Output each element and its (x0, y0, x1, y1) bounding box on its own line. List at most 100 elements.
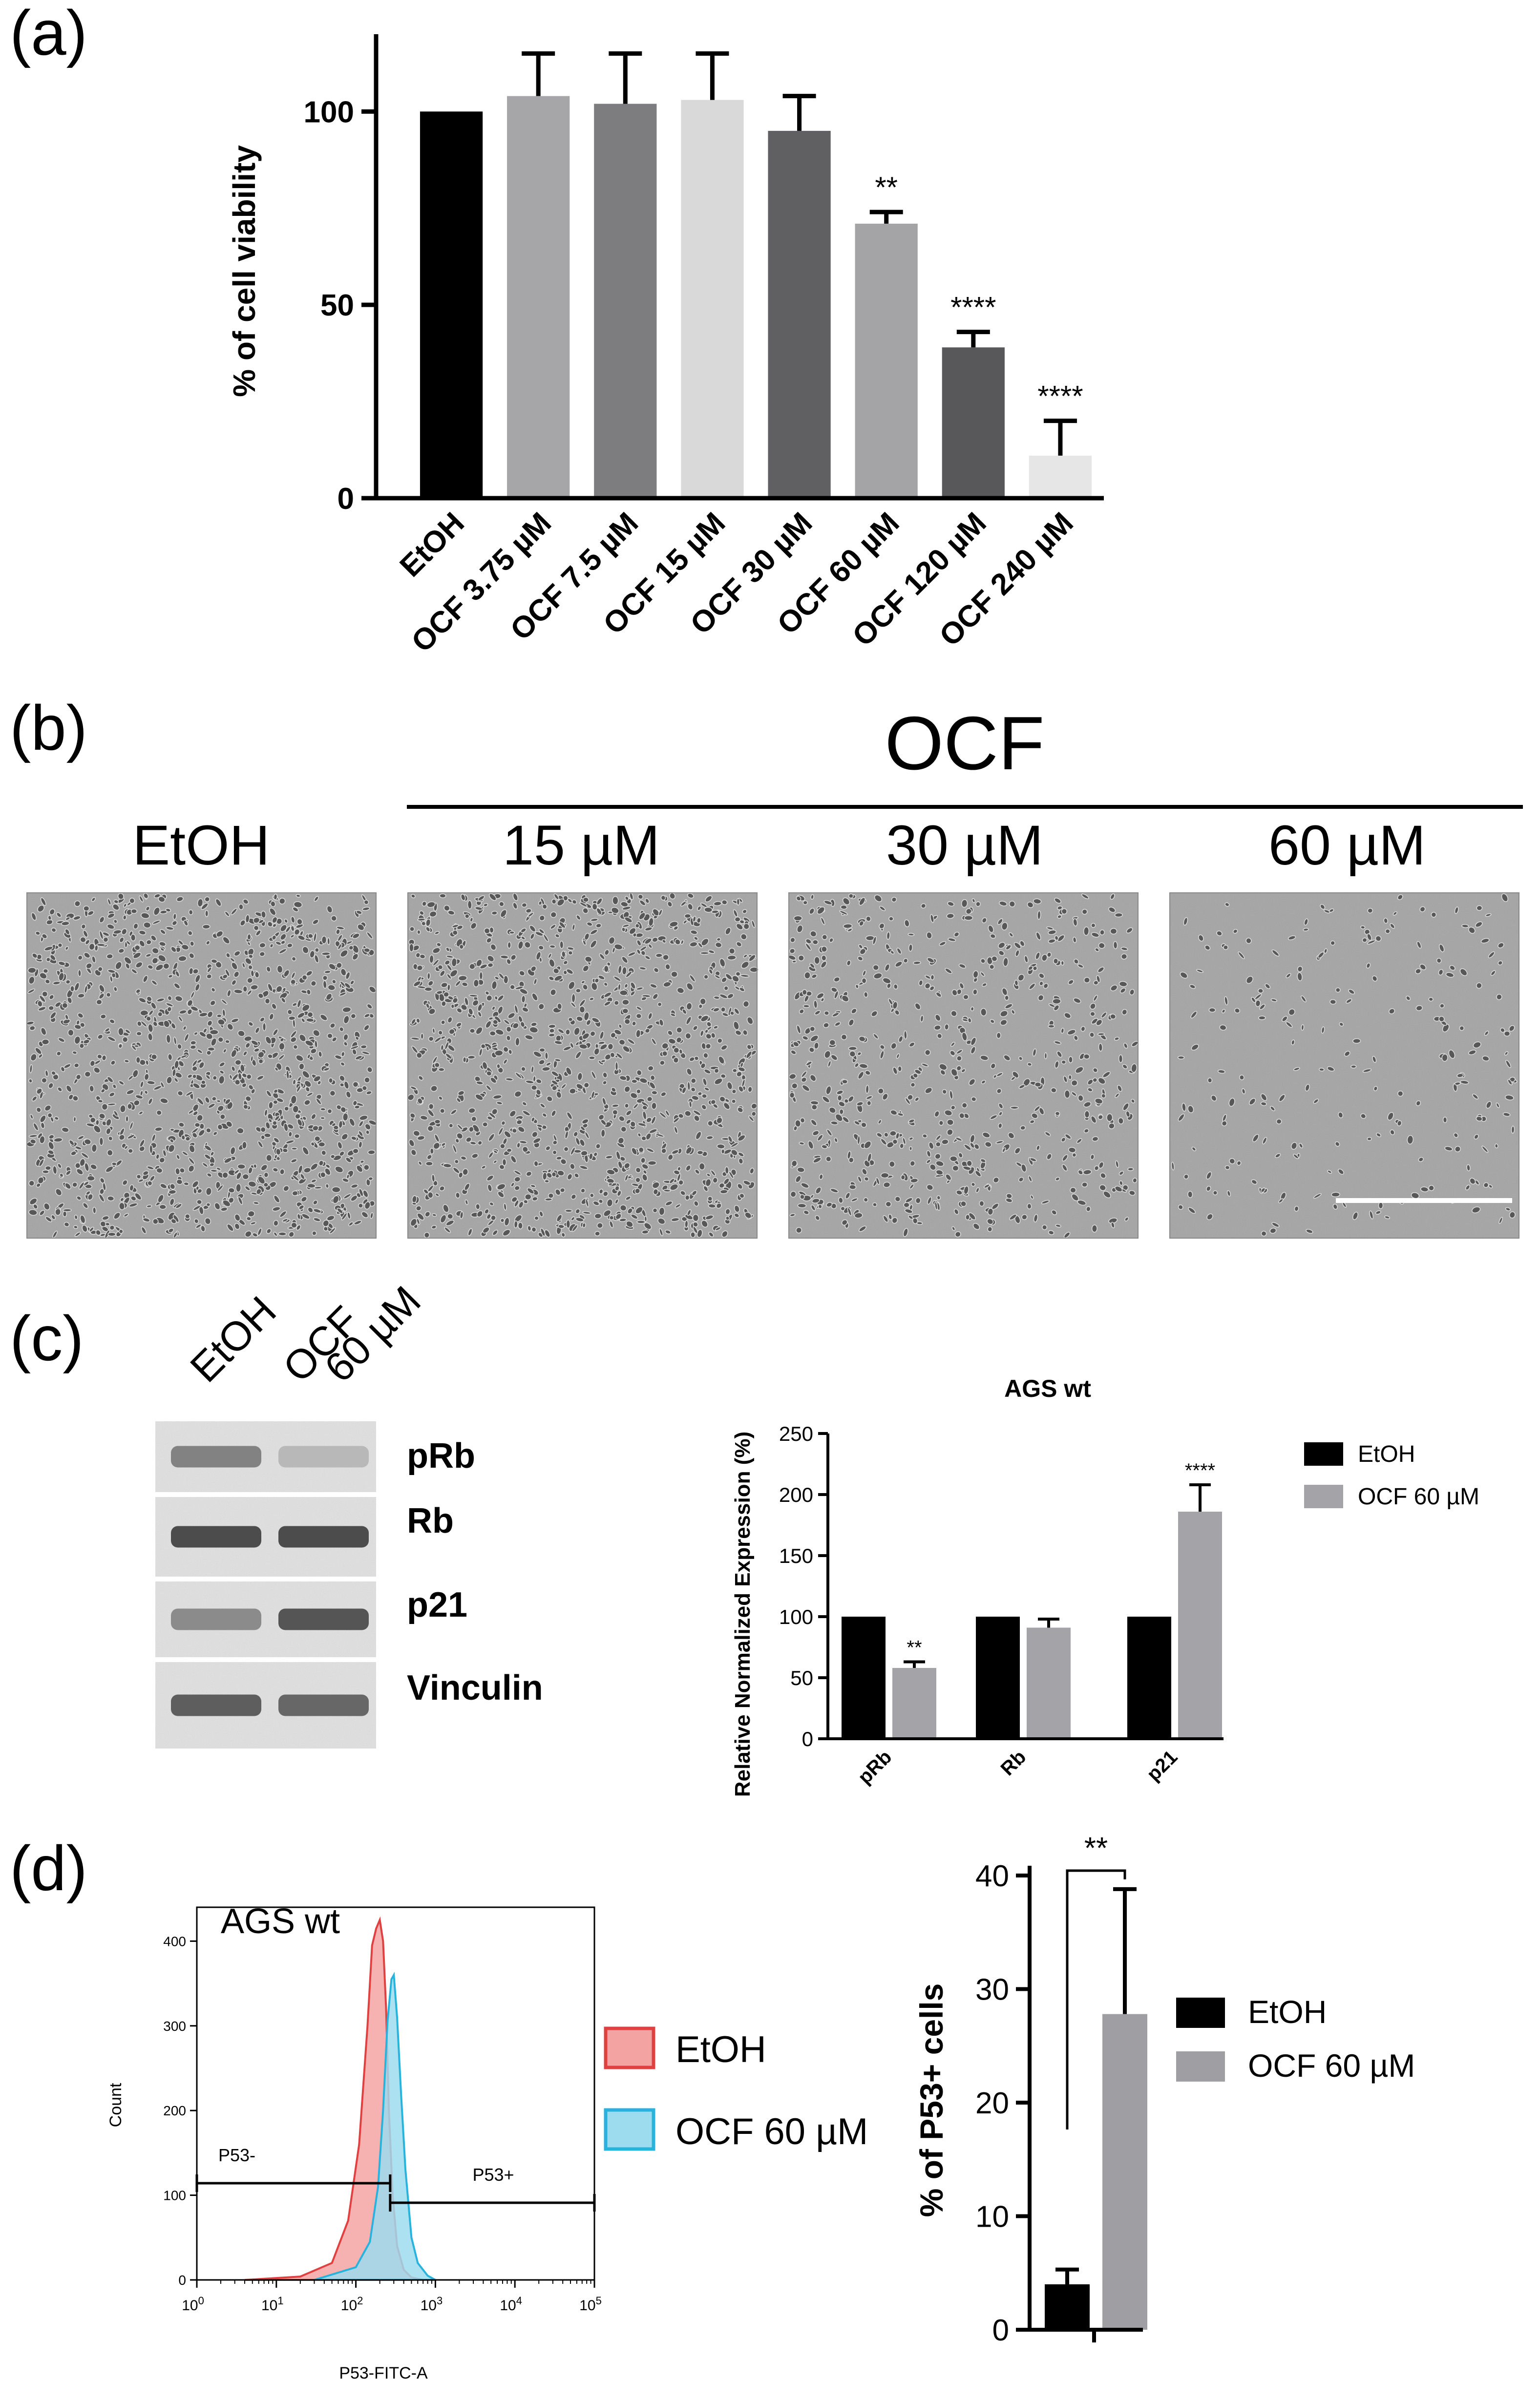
x-tick-rb: Rb (997, 1746, 1031, 1780)
legend-swatch-etoh-hist (604, 2026, 655, 2069)
blot-strip-prb (155, 1421, 376, 1492)
y-tick-label-250: 250 (779, 1422, 813, 1445)
blot-band-lane-1 (171, 1446, 261, 1468)
histogram-y-tick-label-0: 0 (178, 2273, 186, 2288)
p53-y-tick-label-0: 0 (992, 2314, 1009, 2347)
micrograph-border (1169, 892, 1519, 1239)
y-tick-label-0: 0 (802, 1728, 813, 1750)
panel-label-a: (a) (10, 0, 87, 68)
bar-prb-ocf-60-m (892, 1668, 936, 1739)
histogram-x-tick-label-100: 102 (341, 2295, 363, 2314)
bar-p21-ocf-60-m (1178, 1512, 1222, 1739)
legend-label-ocf: OCF 60 µM (1358, 1484, 1479, 1510)
y-tick-label-0: 0 (338, 482, 354, 516)
bar-p21-etoh (1127, 1617, 1171, 1739)
micrograph-texture (1170, 893, 1519, 1238)
panel-label-d: (d) (10, 1833, 87, 1904)
blot-lane-label-etoh: EtOH (181, 1287, 285, 1391)
histogram-y-tick-label-100: 100 (163, 2188, 186, 2203)
blot-band-lane-1 (171, 1526, 261, 1548)
blot-band-lane-1 (171, 1694, 261, 1716)
histogram-x-tick-label-10: 101 (261, 2295, 284, 2314)
blot-band-lane-2 (278, 1446, 369, 1468)
blot-protein-p21: p21 (407, 1585, 467, 1624)
significance-p21: **** (1185, 1460, 1215, 1481)
panel-label-b: (b) (10, 692, 87, 763)
bar-ocf-120-m (942, 347, 1005, 498)
bar-ocf-240-m (1029, 455, 1092, 498)
micrograph-border (788, 892, 1139, 1239)
micrograph-border (407, 892, 758, 1239)
micrograph-30-m (788, 892, 1139, 1239)
bar-ocf-60-m (855, 223, 918, 499)
viability-axes: 0 50 100 (304, 34, 1104, 516)
bar-ocf-3-75-m (507, 96, 570, 498)
y-tick-label-50: 50 (320, 289, 354, 322)
bar-prb-etoh (842, 1617, 886, 1739)
micrograph-cells (26, 893, 377, 1239)
viability-y-axis-label: % of cell viability (227, 145, 262, 397)
micrograph-label-15um: 15 µM (503, 814, 660, 877)
blot-strip-vinculin (155, 1662, 376, 1749)
x-tick-prb: pRb (854, 1746, 896, 1788)
ocf-group-label: OCF (885, 701, 1044, 785)
histogram-x-tick-label-1: 100 (182, 2295, 204, 2314)
legend-label-etoh: EtOH (1358, 1441, 1415, 1467)
bar-ocf-7-5-m (594, 104, 657, 498)
histogram-x-tick-label-100000: 105 (579, 2295, 602, 2314)
y-tick-label-50: 50 (790, 1666, 813, 1689)
micrograph-15-m (407, 892, 759, 1239)
histogram-x-axis-label: P53-FITC-A (339, 2364, 428, 2382)
gate-label-p53: P53+ (472, 2165, 514, 2185)
significance-label: ** (1084, 1832, 1108, 1865)
histogram-x-tick-label-1000: 103 (421, 2295, 443, 2314)
p53-y-tick-label-20: 20 (975, 2087, 1009, 2120)
histogram-legend: EtOH OCF 60 µM (604, 2026, 868, 2152)
legend-swatch-etoh-p53 (1176, 1998, 1225, 2028)
blot-protein-vinculin: Vinculin (407, 1668, 543, 1707)
expression-chart-title: AGS wt (1004, 1375, 1091, 1402)
histogram-y-tick-label-200: 200 (163, 2103, 186, 2118)
legend-label-etoh-p53: EtOH (1248, 1994, 1327, 2030)
y-tick-label-100: 100 (779, 1605, 813, 1628)
viability-significance-labels: ********** (875, 171, 1083, 413)
expression-legend: EtOH OCF 60 µM (1304, 1441, 1479, 1510)
bar-etoh (420, 111, 483, 499)
micrograph-60-m (1169, 892, 1519, 1239)
viability-error-bars (522, 51, 1077, 456)
expression-bar-chart: AGS wt Relative Normalized Expression (%… (731, 1375, 1479, 1797)
gate-label-p53: P53- (218, 2145, 255, 2165)
y-tick-label-100: 100 (304, 95, 354, 129)
significance-ocf-240-m: **** (1037, 380, 1083, 413)
significance-ocf-120-m: **** (950, 291, 996, 324)
p53-y-tick-label-30: 30 (975, 1973, 1009, 2007)
blot-protein-rb: Rb (407, 1501, 454, 1540)
micrograph-cells (407, 892, 759, 1238)
legend-label-ocf-p53: OCF 60 µM (1248, 2047, 1415, 2084)
micrograph-etoh (26, 892, 377, 1239)
micrograph-cells (1171, 893, 1518, 1237)
legend-swatch-ocf-hist (604, 2108, 655, 2151)
micrograph-texture (408, 893, 757, 1238)
bar-rb-ocf-60-m (1027, 1627, 1071, 1739)
x-tick-p21: p21 (1143, 1746, 1182, 1785)
panel-label-c: (c) (10, 1303, 84, 1374)
y-tick-label-150: 150 (779, 1544, 813, 1567)
significance-prb: ** (907, 1637, 922, 1659)
micrograph-label-30um: 30 µM (886, 814, 1043, 877)
legend-label-etoh-hist: EtOH (675, 2029, 766, 2070)
blot-strip-rb (155, 1497, 376, 1577)
p53-legend: EtOH OCF 60 µM (1176, 1994, 1415, 2084)
legend-swatch-etoh (1304, 1442, 1343, 1466)
significance-ocf-60-m: ** (875, 171, 898, 204)
western-blot: EtOH OCF 60 µM pRb Rb p21 Vinculin (155, 1277, 543, 1749)
expression-y-axis-label: Relative Normalized Expression (%) (731, 1432, 755, 1797)
bar-etoh (1045, 2284, 1090, 2330)
bar-ocf-60-m (1102, 2014, 1147, 2330)
viability-bars (420, 96, 1092, 499)
p53-y-tick-label-10: 10 (975, 2200, 1009, 2234)
